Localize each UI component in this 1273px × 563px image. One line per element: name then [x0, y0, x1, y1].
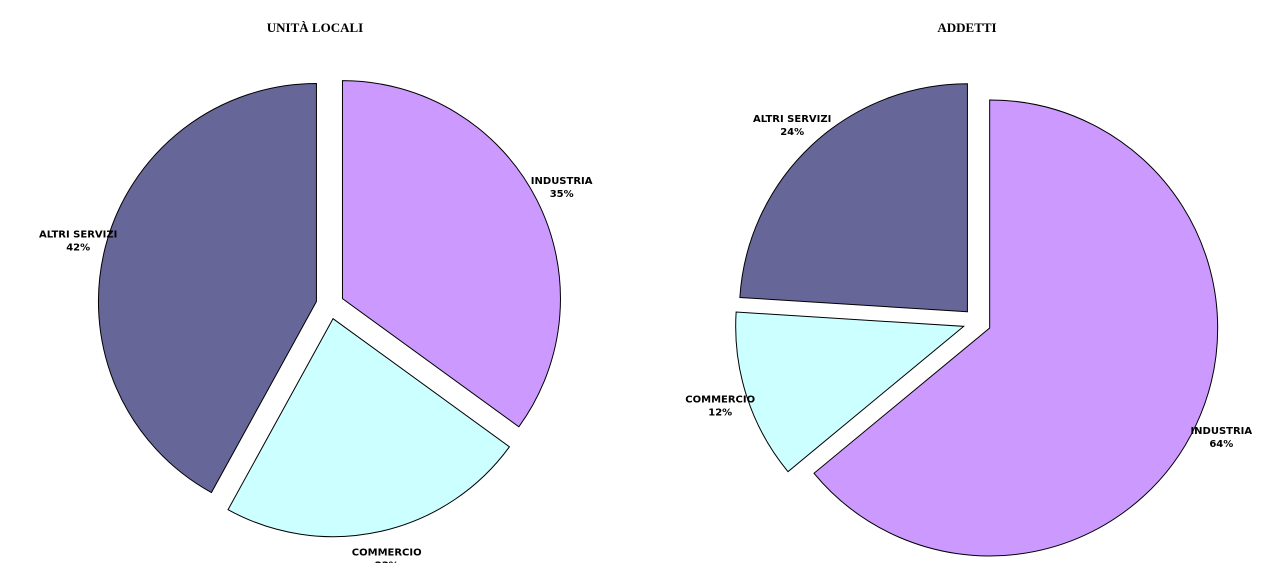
slice-category: ALTRI SERVIZI — [753, 114, 831, 125]
pie-slice — [739, 83, 968, 313]
pie-slice — [341, 80, 561, 428]
slice-category: COMMERCIO — [685, 394, 755, 405]
slice-label: 23% — [375, 561, 399, 563]
pie-slice — [227, 317, 511, 538]
pie-slice — [97, 83, 317, 494]
pie-slice — [735, 311, 965, 473]
slice-label: 42% — [66, 242, 90, 253]
slice-category: INDUSTRIA — [1190, 426, 1252, 437]
pie-slice — [813, 99, 1219, 557]
slice-label: 12% — [708, 407, 732, 418]
slice-label: 24% — [780, 127, 804, 138]
chart-title: UNITÀ LOCALI — [267, 20, 363, 35]
slice-category: ALTRI SERVIZI — [39, 229, 117, 240]
slice-category: COMMERCIO — [352, 548, 422, 559]
chart-title: ADDETTI — [937, 20, 996, 35]
slice-label: 35% — [550, 189, 574, 200]
slice-label: 64% — [1209, 439, 1233, 450]
slice-category: INDUSTRIA — [531, 176, 593, 187]
